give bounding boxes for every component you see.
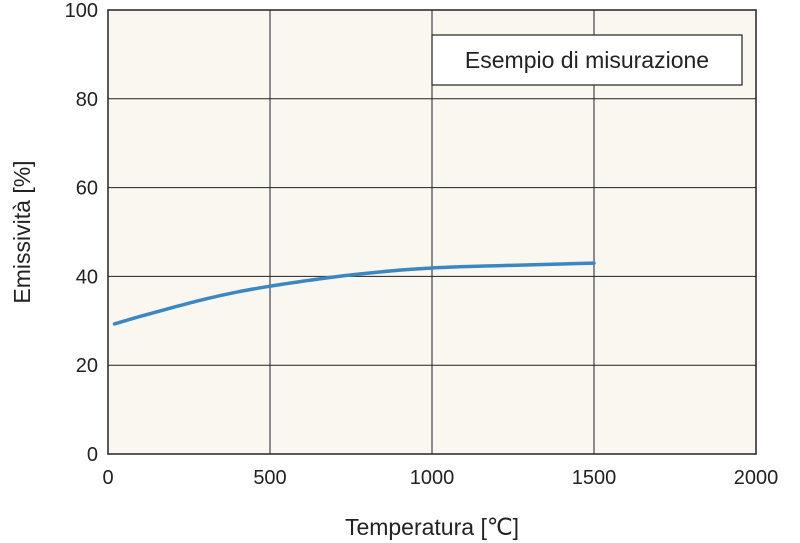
y-tick-label: 0 [87, 444, 98, 466]
x-tick-label: 1500 [572, 467, 617, 489]
x-tick-labels: 0 500 1000 1500 2000 [102, 467, 778, 489]
y-tick-label: 40 [76, 266, 98, 288]
series-line-0 [112, 261, 596, 326]
y-axis-label: Emissività [%] [9, 160, 35, 303]
plot-frame [107, 9, 757, 455]
y-tick-labels: 0 20 40 60 80 100 [65, 0, 98, 466]
x-tick-label: 0 [102, 467, 113, 489]
y-tick-label: 20 [76, 355, 98, 377]
legend-label: Esempio di misurazione [465, 47, 709, 73]
x-tick-label: 500 [253, 467, 286, 489]
y-tick-label: 80 [76, 89, 98, 111]
y-tick-label: 100 [65, 0, 98, 22]
x-tick-label: 2000 [734, 467, 779, 489]
series-group [112, 261, 596, 326]
legend: Esempio di misurazione [431, 34, 743, 86]
y-tick-label: 60 [76, 178, 98, 200]
x-tick-label: 1000 [410, 467, 455, 489]
x-axis-label: Temperatura [℃] [345, 514, 519, 540]
legend-box [431, 34, 743, 86]
